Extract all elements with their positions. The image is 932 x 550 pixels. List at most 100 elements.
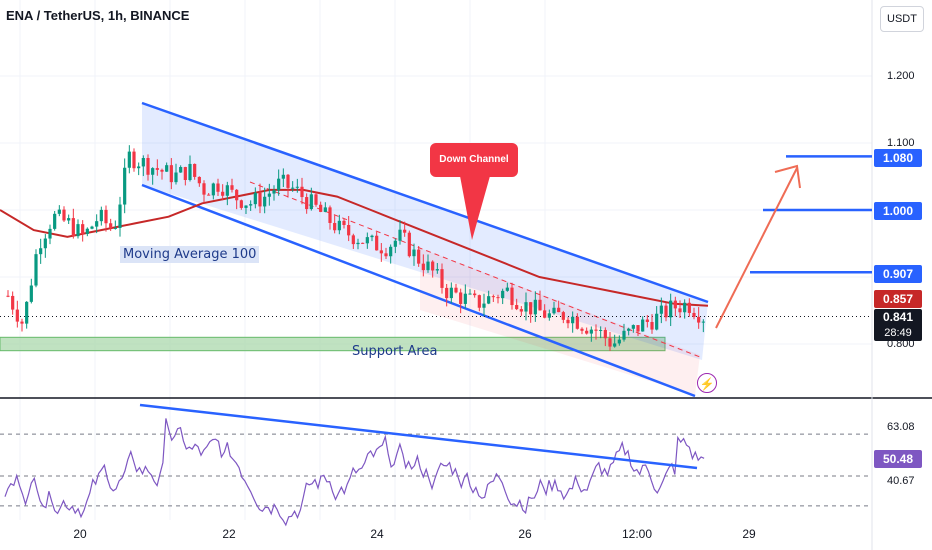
price-tag-1000: 1.000 (874, 202, 922, 220)
candle-body (43, 238, 47, 249)
candle-body (361, 242, 365, 244)
candle-body (197, 176, 201, 184)
candle-body (76, 224, 80, 237)
candle-body (328, 207, 332, 223)
candle-body (62, 209, 66, 221)
candle-body (356, 242, 360, 245)
candle-body (6, 295, 10, 297)
candle-body (253, 192, 257, 205)
time-label-12-00: 12:00 (621, 527, 653, 541)
candle-body (454, 287, 458, 293)
rsi-line (4, 418, 705, 527)
candle-body (505, 287, 509, 291)
candle-body (207, 194, 211, 196)
time-label-29: 29 (742, 527, 756, 541)
rsi-level-lower: 40.67 (887, 475, 915, 487)
candle-body (599, 329, 603, 331)
candle-body (398, 229, 402, 241)
candle-body (71, 218, 75, 237)
candle-body (659, 305, 663, 314)
lightning-icon[interactable]: ⚡ (697, 373, 717, 393)
candle-body (141, 158, 145, 167)
candle-body (179, 167, 183, 173)
time-label-22: 22 (222, 527, 236, 541)
candle-body (221, 191, 225, 196)
candle-body (473, 293, 477, 296)
candle-body (547, 313, 551, 318)
candle-body (440, 269, 444, 288)
candle-body (174, 172, 178, 183)
candle-body (25, 301, 29, 324)
candle-body (146, 158, 150, 175)
candle-body (389, 246, 393, 257)
candle-body (239, 200, 243, 208)
candle-body (641, 319, 645, 332)
candle-body (342, 220, 346, 225)
candle-body (697, 316, 701, 323)
symbol-title[interactable]: ENA / TetherUS, 1h, BINANCE (6, 8, 190, 23)
candle-body (305, 197, 309, 210)
rsi-level-upper: 63.08 (887, 421, 915, 433)
candle-body (510, 287, 514, 306)
rsi-trendline (139, 403, 698, 470)
support-area-band (0, 336, 666, 352)
candle-body (286, 174, 290, 188)
candle-body (613, 343, 617, 347)
candle-body (701, 321, 705, 323)
candle-body (300, 186, 304, 198)
candle-body (230, 185, 234, 190)
currency-button[interactable]: USDT (880, 6, 924, 32)
candle-body (403, 229, 407, 233)
candle-body (431, 261, 435, 271)
candle-body (655, 313, 659, 330)
candle-body (449, 287, 453, 299)
candle-body (333, 222, 337, 231)
candle-body (594, 329, 598, 331)
candle-body (118, 204, 122, 228)
candle-body (603, 329, 607, 339)
candle-body (692, 312, 696, 317)
candle-body (216, 183, 220, 192)
price-tick-1-200: 1.200 (887, 70, 915, 82)
candle-body (137, 166, 141, 169)
candle-body (160, 169, 164, 172)
bar-countdown: 28:49 (884, 327, 912, 339)
candle-body (155, 168, 159, 170)
candle-body (571, 316, 575, 324)
candle-body (678, 308, 682, 313)
candle-body (351, 235, 355, 245)
candle-body (370, 235, 374, 238)
candle-body (463, 293, 467, 304)
price-tick-1-100: 1.100 (887, 137, 915, 149)
candle-body (501, 290, 505, 299)
moving-average-label: Moving Average 100 (120, 246, 260, 263)
candle-body (309, 194, 313, 210)
down-channel-callout: Down Channel (430, 143, 518, 177)
candle-body (258, 192, 262, 207)
candle-body (39, 248, 43, 255)
candle-body (533, 299, 537, 315)
candle-body (636, 325, 640, 332)
candle-body (435, 269, 439, 271)
time-label-24: 24 (370, 527, 384, 541)
candle-body (165, 165, 169, 172)
projection-arrow-line (715, 167, 798, 329)
candle-body (169, 165, 173, 183)
candle-body (15, 309, 19, 322)
candle-body (487, 296, 491, 304)
channel-bottom-line (141, 183, 696, 398)
candle-body (687, 302, 691, 313)
candle-body (272, 190, 276, 194)
candle-body (585, 330, 589, 334)
candle-body (314, 194, 318, 205)
candle-body (319, 204, 323, 212)
candle-body (85, 228, 89, 234)
candle-body (29, 285, 33, 302)
candle-body (235, 189, 239, 201)
candle-body (104, 209, 108, 224)
candle-body (132, 151, 136, 169)
candle-body (538, 299, 542, 311)
candle-body (57, 209, 61, 214)
candle-body (566, 319, 570, 324)
